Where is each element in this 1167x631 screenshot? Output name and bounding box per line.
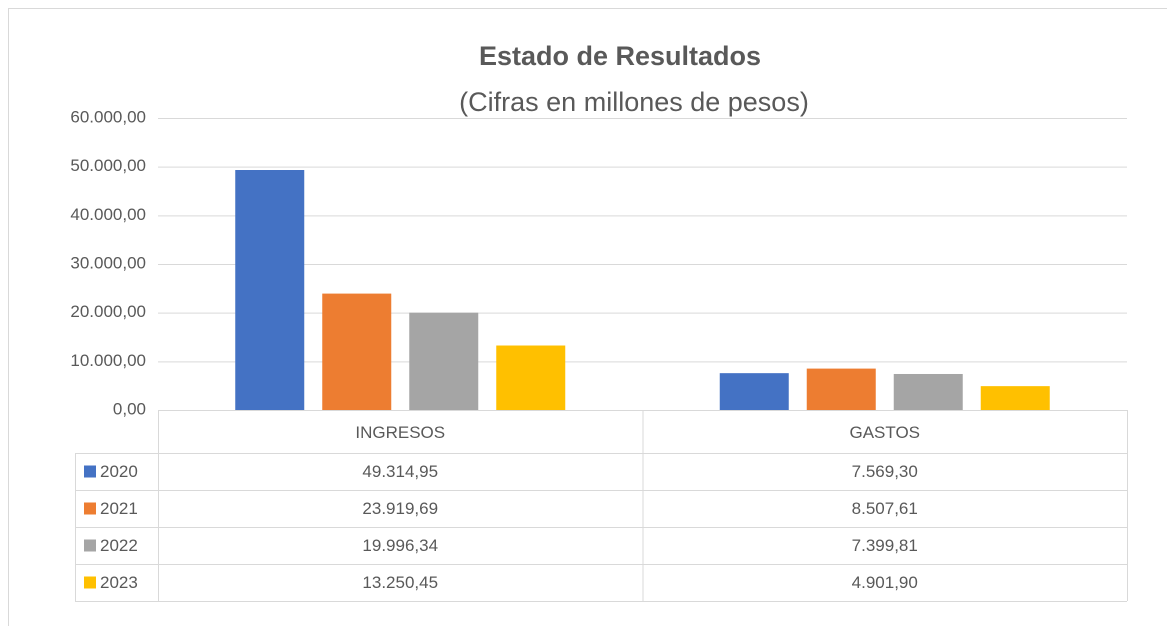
chart-subtitle: (Cifras en millones de pesos) [459,87,809,117]
bar [720,373,789,410]
bar [409,313,478,410]
table-value: 19.996,34 [362,536,438,555]
table-value: 13.250,45 [362,573,438,592]
legend-swatch [84,577,96,589]
y-tick-label: 30.000,00 [70,253,146,272]
y-tick-label: 60.000,00 [70,107,146,126]
bar [235,170,304,410]
y-tick-label: 50.000,00 [70,156,146,175]
legend-label: 2023 [100,573,138,592]
x-tick-label: GASTOS [849,423,920,442]
table-value: 49.314,95 [362,462,438,481]
table-value: 7.569,30 [852,462,918,481]
legend-label: 2021 [100,499,138,518]
table-value: 23.919,69 [362,499,438,518]
legend-swatch [84,503,96,515]
table-value: 7.399,81 [852,536,918,555]
bar [894,374,963,410]
legend-swatch [84,540,96,552]
table-value: 4.901,90 [852,573,918,592]
y-tick-label: 20.000,00 [70,302,146,321]
bar [496,346,565,410]
bar [807,369,876,410]
y-tick-label: 0,00 [113,399,146,418]
x-tick-label: INGRESOS [355,423,445,442]
chart-title: Estado de Resultados [479,41,761,71]
legend-swatch [84,466,96,478]
bar [981,386,1050,410]
bar [322,294,391,410]
legend-label: 2022 [100,536,138,555]
legend-label: 2020 [100,462,138,481]
table-value: 8.507,61 [852,499,918,518]
y-tick-label: 40.000,00 [70,205,146,224]
y-tick-label: 10.000,00 [70,351,146,370]
